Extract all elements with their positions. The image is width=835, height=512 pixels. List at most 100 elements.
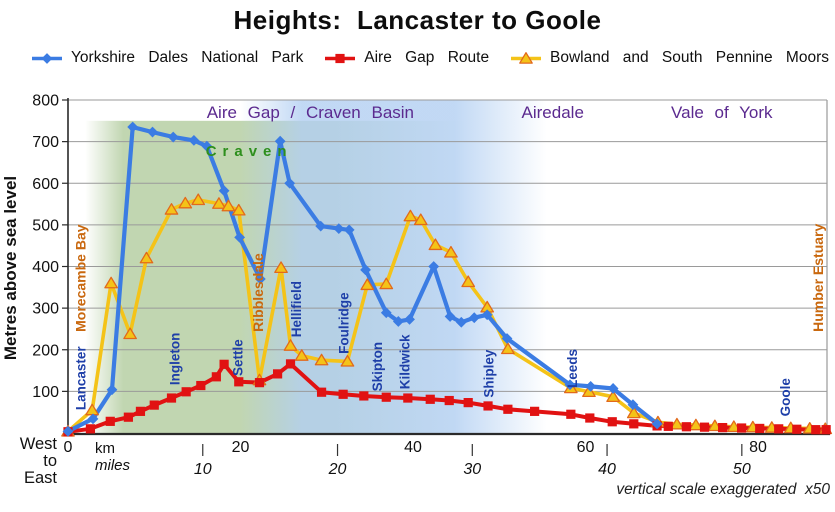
triangle-marker-icon <box>501 342 515 355</box>
place-label: Lancaster <box>73 346 88 411</box>
square-marker-icon <box>359 391 369 401</box>
y-tick-label: 100 <box>32 384 59 401</box>
place-label: Ingleton <box>167 333 182 386</box>
square-marker-icon <box>503 404 513 414</box>
place-label: Shipley <box>481 349 496 398</box>
legend: Yorkshire Dales National Park Aire Gap R… <box>30 46 829 70</box>
km-tick-label: 80 <box>749 439 767 456</box>
diamond-marker-icon <box>392 316 404 327</box>
km-tick-label: 60 <box>577 439 595 456</box>
square-marker-icon <box>234 377 244 387</box>
legend-label: Aire Gap Route <box>364 49 490 66</box>
square-marker-icon <box>444 395 454 406</box>
mile-tick-label: 20 <box>328 461 347 478</box>
square-marker-icon <box>135 406 146 416</box>
region-label: Aire Gap / Craven Basin <box>207 103 414 122</box>
diamond-marker-icon <box>87 413 99 425</box>
square-marker-icon <box>585 413 595 423</box>
place-label: Settle <box>230 339 245 376</box>
km-unit-label: km <box>95 440 115 457</box>
coast-label: Humber Estuary <box>810 223 826 331</box>
legend-marker-square-icon <box>325 53 356 63</box>
legend-label: Bowland and South Pennine Moors <box>550 49 829 66</box>
square-marker-icon <box>219 359 229 369</box>
legend-item-yorkshire-dales: Yorkshire Dales National Park <box>30 49 303 67</box>
square-marker-icon <box>821 425 831 435</box>
y-tick-label: 400 <box>32 259 59 276</box>
square-marker-icon <box>737 423 747 433</box>
triangle-marker-icon <box>444 245 458 258</box>
square-marker-icon <box>718 422 728 433</box>
diamond-marker-icon <box>360 264 371 276</box>
place-label: Hellifield <box>289 281 304 337</box>
square-marker-icon <box>811 425 821 435</box>
square-marker-icon <box>483 401 493 411</box>
y-axis-title: Metres above sea level <box>1 176 20 360</box>
legend-marker-triangle-icon <box>511 51 541 64</box>
square-marker-icon <box>166 393 177 403</box>
coast-label: Morecambe Bay <box>72 224 88 332</box>
triangle-marker-icon <box>283 339 298 351</box>
diamond-marker-icon <box>651 418 663 430</box>
place-label: Goole <box>778 378 793 417</box>
diamond-marker-icon <box>254 273 266 285</box>
direction-label: East <box>24 469 57 487</box>
square-marker-icon <box>403 393 413 403</box>
diamond-marker-icon <box>607 383 619 394</box>
triangle-marker-icon <box>178 196 193 209</box>
diamond-marker-icon <box>315 220 327 232</box>
square-marker-icon <box>566 409 576 419</box>
y-tick-label: 200 <box>32 342 59 359</box>
triangle-marker-icon <box>104 276 118 289</box>
diamond-marker-icon <box>428 261 440 272</box>
square-marker-icon <box>196 380 206 391</box>
diamond-marker-icon <box>41 52 53 64</box>
place-label: Leeds <box>565 349 580 388</box>
triangle-marker-icon <box>221 199 236 212</box>
square-marker-icon <box>681 422 692 432</box>
direction-label: to <box>43 452 57 470</box>
diamond-marker-icon <box>274 135 286 147</box>
diamond-marker-icon <box>284 177 296 189</box>
page-title: Heights: Lancaster to Goole <box>233 5 602 35</box>
diamond-marker-icon <box>234 231 246 243</box>
diamond-marker-icon <box>127 121 139 133</box>
diamond-marker-icon <box>481 309 493 321</box>
triangle-marker-icon <box>606 390 620 403</box>
direction-label: West <box>20 435 58 453</box>
square-marker-icon <box>85 424 96 434</box>
triangle-marker-icon <box>428 238 443 251</box>
y-tick-label: 700 <box>32 134 59 151</box>
triangle-marker-icon <box>403 209 418 222</box>
diamond-marker-icon <box>201 140 213 152</box>
diamond-marker-icon <box>585 380 597 392</box>
triangle-marker-icon <box>340 354 355 367</box>
triangle-marker-icon <box>164 203 179 215</box>
triangle-marker-icon <box>582 385 596 398</box>
region-label-craven: Craven <box>206 143 293 160</box>
triangle-marker-icon <box>413 213 428 226</box>
diamond-marker-icon <box>218 185 230 197</box>
triangle-marker-icon <box>461 275 476 288</box>
square-marker-icon <box>463 398 473 408</box>
diamond-marker-icon <box>62 425 74 437</box>
square-marker-icon <box>792 424 802 434</box>
place-label: Foulridge <box>337 292 352 354</box>
triangle-marker-icon <box>360 278 375 291</box>
square-marker-icon <box>105 416 115 426</box>
diamond-marker-icon <box>444 311 456 322</box>
region-label: Vale of York <box>671 103 773 122</box>
diamond-marker-icon <box>167 131 179 143</box>
km-tick-label: 0 <box>64 439 73 456</box>
diamond-marker-icon <box>455 316 467 328</box>
square-marker-icon <box>272 369 283 379</box>
km-tick-label: 40 <box>404 439 422 456</box>
square-marker-icon <box>181 387 191 397</box>
diamond-marker-icon <box>188 134 200 146</box>
diamond-marker-icon <box>564 379 576 391</box>
triangle-marker-icon <box>139 251 154 264</box>
mile-tick-label: 10 <box>194 461 212 478</box>
km-tick-label: 20 <box>232 439 250 456</box>
square-marker-icon <box>254 378 265 388</box>
